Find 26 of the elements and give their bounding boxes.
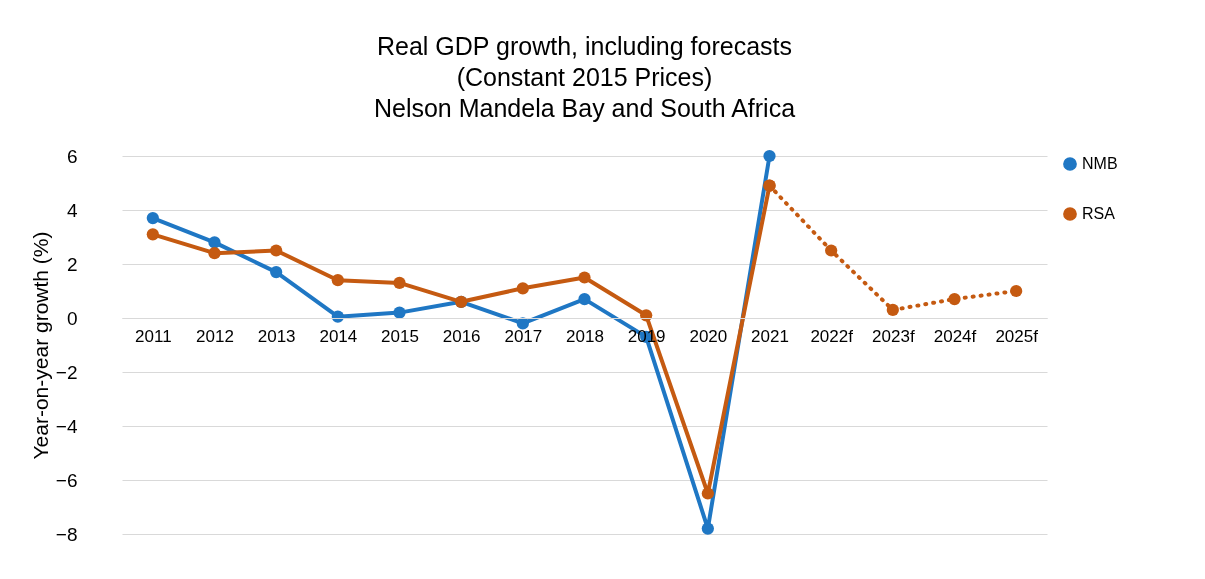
- legend-label: NMB: [1082, 155, 1118, 172]
- x-tick-label: 2017: [504, 326, 543, 346]
- x-tick-label: 2012: [196, 326, 234, 346]
- y-axis-title: Year-on-year growth (%): [28, 231, 52, 460]
- x-tick-label: 2016: [442, 326, 481, 346]
- y-tick-label: −6: [55, 469, 78, 491]
- y-tick-label: 0: [66, 307, 78, 329]
- y-tick-label: −8: [55, 523, 78, 545]
- x-tick-label: 2014: [319, 326, 358, 346]
- x-tick-label: 2015: [381, 326, 419, 346]
- x-tick-label: 2013: [257, 326, 296, 346]
- legend-label: RSA: [1082, 205, 1116, 222]
- y-tick-label: −2: [55, 361, 78, 383]
- x-tick-label: 2025f: [995, 326, 1039, 346]
- y-tick-label: 6: [66, 145, 78, 167]
- x-tick-label: 2023f: [872, 326, 915, 346]
- x-tick-label: 2020: [689, 326, 728, 346]
- x-tick-label: 2024f: [933, 326, 977, 346]
- x-tick-label: 2011: [135, 326, 172, 346]
- x-tick-label: 2021: [751, 326, 789, 346]
- y-tick-label: −4: [55, 415, 78, 437]
- y-tick-label: 2: [66, 253, 78, 275]
- chart-title: Real GDP growth, including forecasts (Constant 2015 Prices) Nelson Mandela Bay and South Africa: [373, 32, 796, 122]
- y-tick-label: 4: [66, 199, 78, 221]
- x-tick-label: 2022f: [810, 326, 854, 346]
- x-tick-label: 2018: [566, 326, 604, 346]
